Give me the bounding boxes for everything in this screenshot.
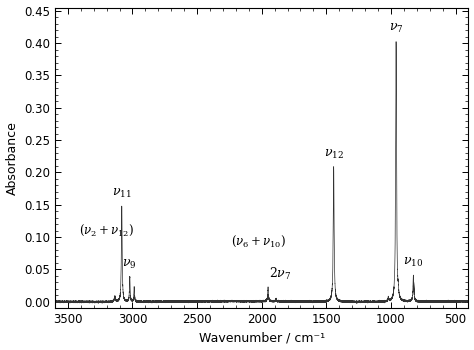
Text: $2\nu_{7}$: $2\nu_{7}$ — [269, 266, 292, 282]
Text: $\nu_{10}$: $\nu_{10}$ — [403, 256, 423, 269]
Text: $(\nu_{2}+\nu_{12})$: $(\nu_{2}+\nu_{12})$ — [79, 223, 134, 238]
Text: $\nu_{11}$: $\nu_{11}$ — [112, 187, 132, 199]
Y-axis label: Absorbance: Absorbance — [6, 121, 18, 195]
Text: $(\nu_{6}+\nu_{10})$: $(\nu_{6}+\nu_{10})$ — [231, 233, 287, 248]
Text: $\nu_{12}$: $\nu_{12}$ — [324, 148, 344, 161]
Text: $\nu_{7}$: $\nu_{7}$ — [389, 22, 403, 35]
Text: $\nu_{9}$: $\nu_{9}$ — [122, 258, 137, 271]
X-axis label: Wavenumber / cm⁻¹: Wavenumber / cm⁻¹ — [199, 331, 325, 344]
